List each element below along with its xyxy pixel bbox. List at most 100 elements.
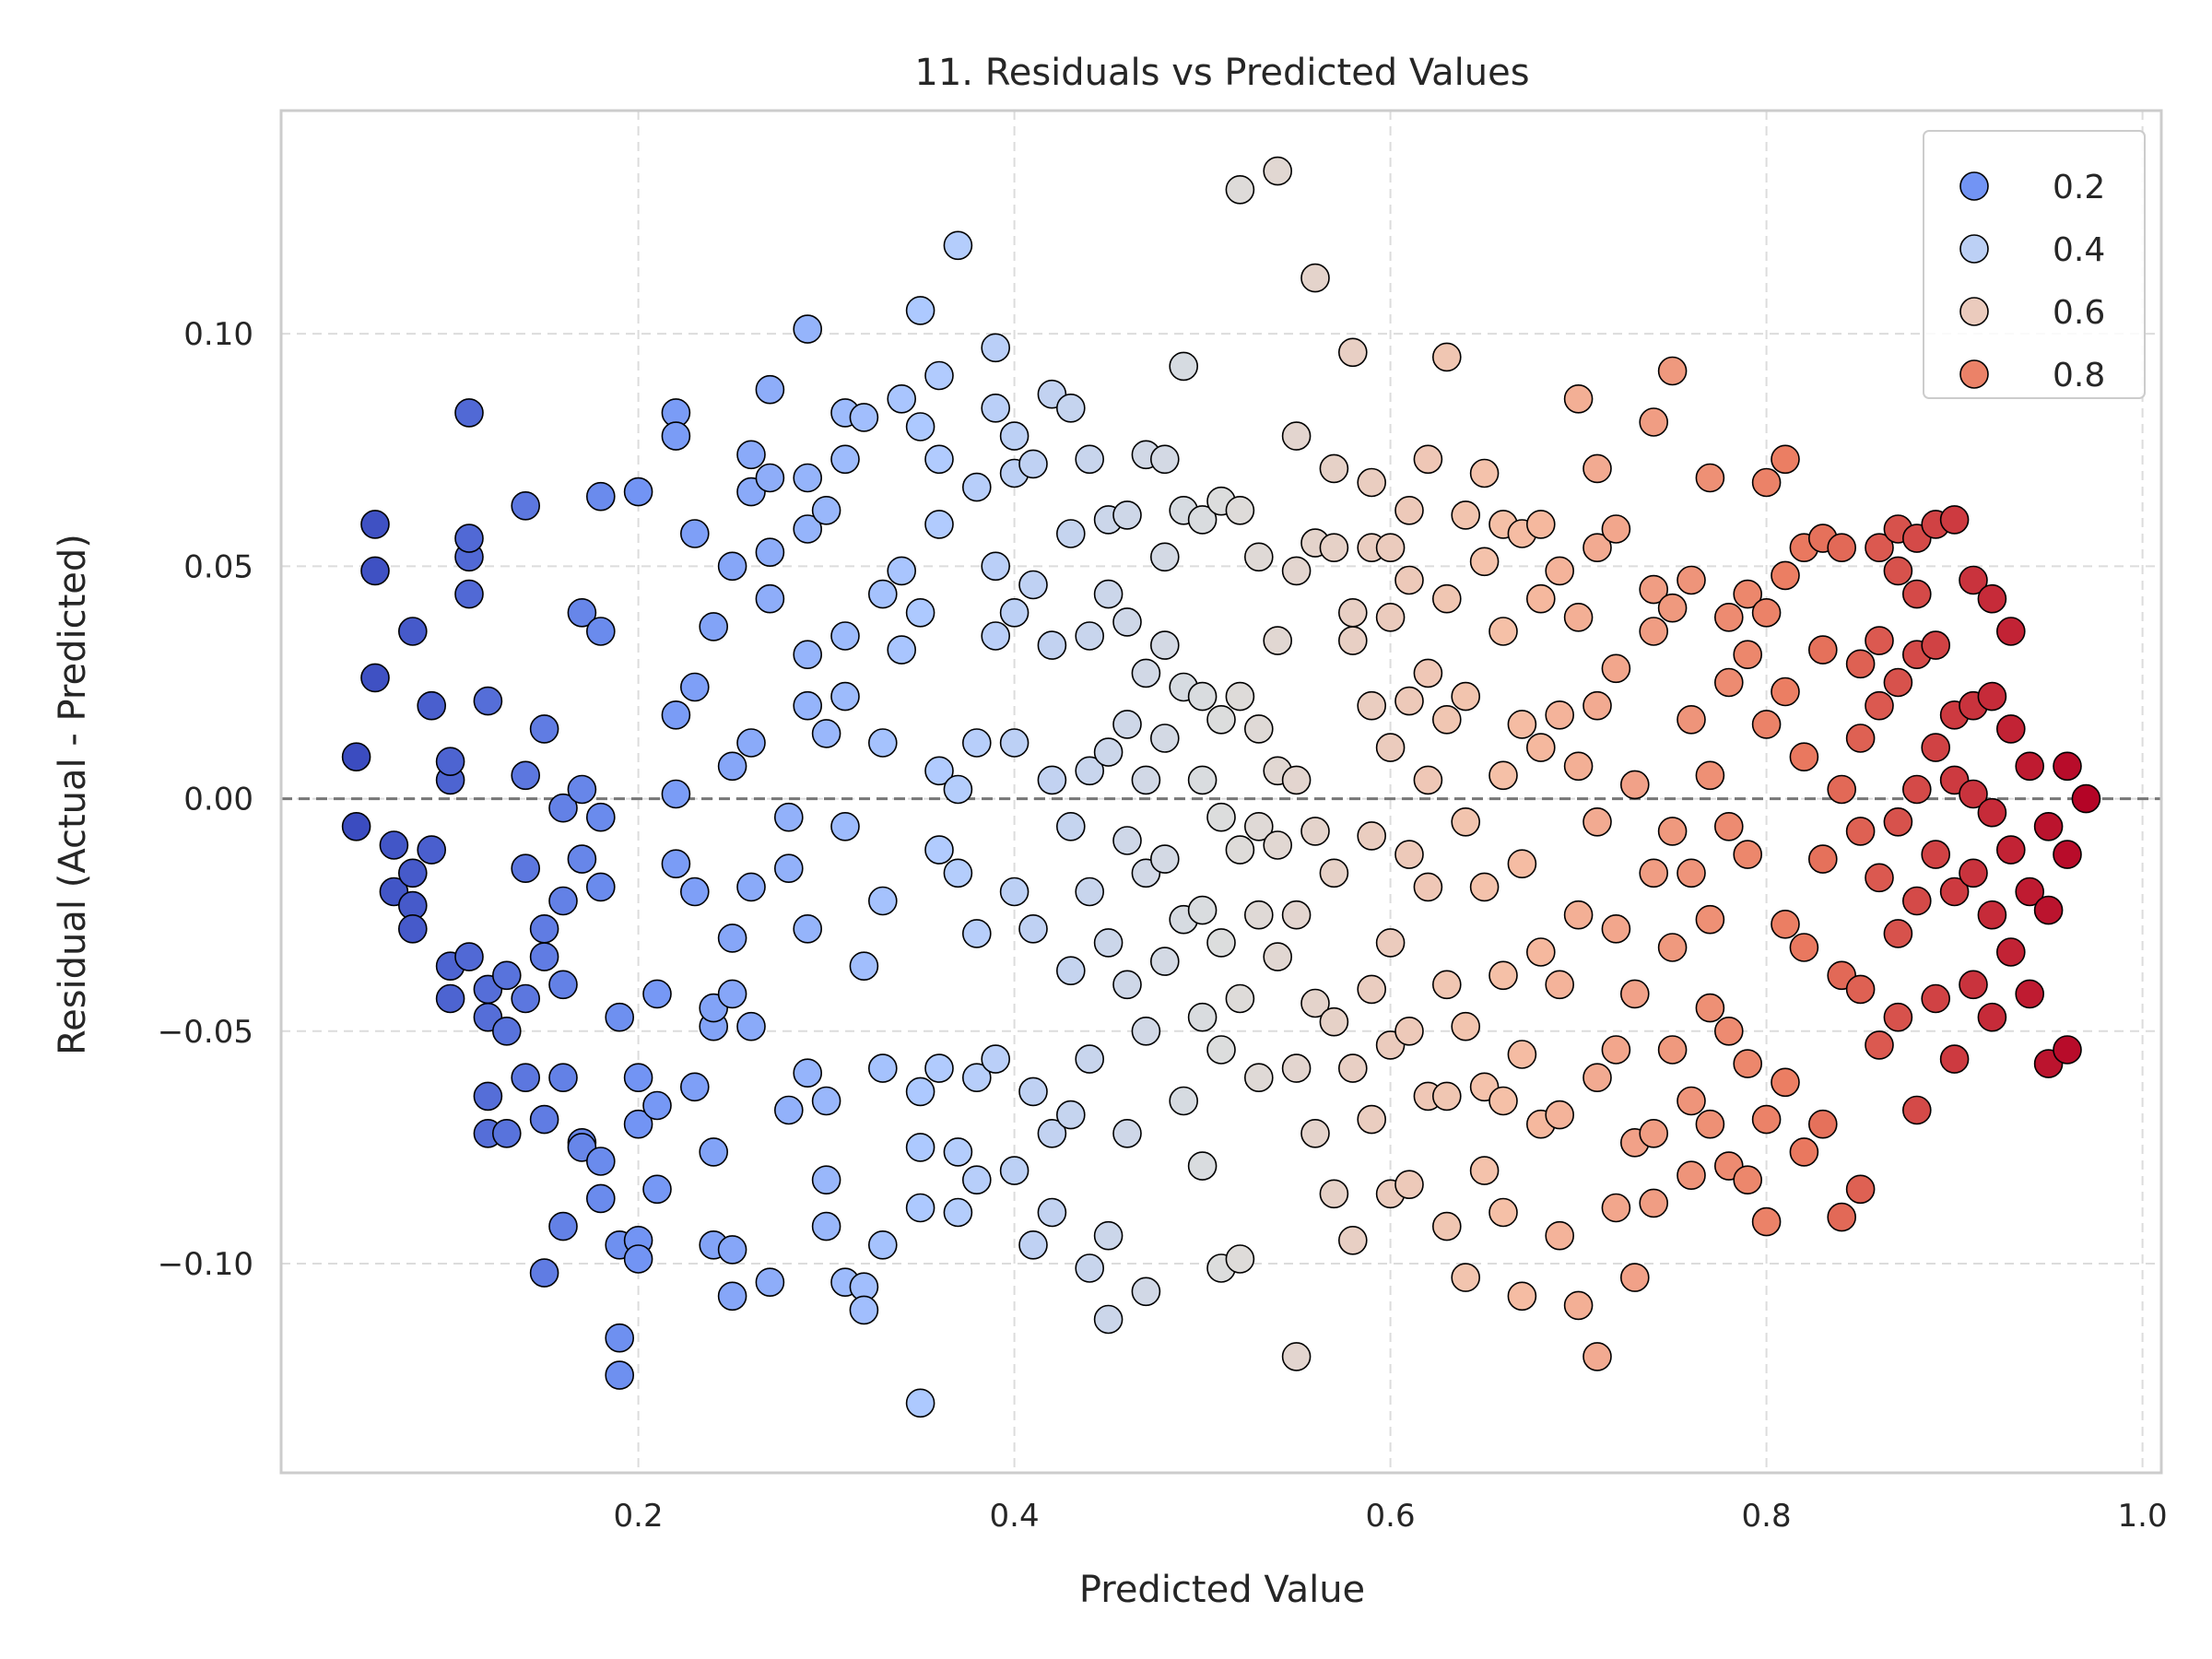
scatter-point (1583, 1063, 1612, 1092)
scatter-point (1695, 1109, 1725, 1139)
legend-label: 0.6 (2053, 294, 2105, 332)
scatter-point (1902, 579, 1932, 609)
scatter-point (1300, 263, 1330, 293)
scatter-point (567, 774, 597, 805)
scatter-point (1657, 1035, 1688, 1065)
scatter-point (417, 835, 447, 865)
scatter-point (491, 1119, 522, 1148)
scatter-point (1451, 1011, 1480, 1041)
scatter-point (1808, 635, 1838, 665)
scatter-point (905, 1193, 935, 1223)
scatter-point (679, 1072, 710, 1102)
scatter-point (887, 383, 917, 414)
scatter-point (1319, 533, 1349, 563)
scatter-point (867, 579, 898, 609)
scatter-point (1093, 579, 1124, 609)
scatter-point (529, 714, 559, 744)
scatter-point (699, 612, 729, 641)
scatter-point (1075, 1044, 1104, 1074)
scatter-point (1827, 1202, 1856, 1232)
scatter-point (1959, 779, 1988, 809)
legend: 0.2 0.4 0.6 0.8 (1923, 130, 2146, 399)
scatter-point (1018, 1077, 1048, 1107)
scatter-point (717, 551, 747, 582)
x-tick-label: 0.8 (1742, 1498, 1792, 1535)
scatter-point (1507, 849, 1537, 879)
scatter-point (623, 1109, 653, 1139)
plot-frame (279, 109, 2163, 1475)
scatter-point (811, 1165, 841, 1194)
scatter-point (1526, 510, 1556, 539)
scatter-point (1150, 844, 1180, 874)
scatter-point (1093, 1220, 1124, 1251)
scatter-point (548, 793, 578, 823)
scatter-point (962, 472, 992, 502)
scatter-point (529, 1258, 559, 1288)
scatter-point (1112, 970, 1142, 1000)
scatter-point (905, 1388, 935, 1418)
scatter-point (1545, 1100, 1574, 1130)
scatter-point (1413, 765, 1443, 795)
scatter-point (1657, 593, 1688, 623)
scatter-point (736, 1011, 766, 1041)
scatter-point (1451, 806, 1480, 837)
scatter-point (773, 1095, 804, 1125)
scatter-point (905, 1077, 935, 1107)
scatter-point (717, 979, 747, 1009)
scatter-point (585, 872, 616, 902)
scatter-point (1093, 1304, 1124, 1335)
scatter-point (511, 983, 541, 1014)
scatter-point (1150, 630, 1180, 660)
scatter-point (454, 579, 484, 609)
scatter-point (1488, 960, 1518, 991)
scatter-point (2015, 979, 2044, 1009)
scatter-point (1714, 1017, 1744, 1046)
scatter-point (511, 490, 541, 521)
scatter-point (1902, 886, 1932, 916)
scatter-point (417, 690, 447, 721)
scatter-point (1112, 826, 1142, 855)
scatter-point (1187, 1002, 1218, 1032)
legend-label: 0.8 (2053, 357, 2105, 394)
scatter-point (1488, 760, 1518, 791)
scatter-point (2015, 751, 2044, 782)
scatter-point (1714, 811, 1744, 841)
scatter-point (811, 495, 841, 525)
scatter-point (1996, 835, 2026, 865)
scatter-point (1075, 877, 1104, 907)
scatter-point (1300, 1119, 1330, 1148)
scatter-point (1601, 514, 1631, 544)
scatter-point (1733, 840, 1762, 869)
scatter-point (793, 314, 823, 344)
scatter-point (867, 1053, 898, 1083)
scatter-point (1319, 453, 1349, 484)
legend-marker (1959, 359, 1989, 389)
x-tick-label: 0.2 (614, 1498, 664, 1535)
scatter-point (1319, 1006, 1349, 1037)
scatter-point (962, 1165, 992, 1194)
scatter-point (1037, 765, 1067, 795)
scatter-point (2033, 895, 2064, 925)
scatter-point (962, 919, 992, 948)
scatter-point (1789, 1137, 1819, 1167)
scatter-point (1883, 556, 1913, 586)
scatter-point (1771, 909, 1800, 939)
scatter-point (1338, 337, 1368, 368)
scatter-point (2015, 877, 2044, 907)
scatter-point (999, 1156, 1030, 1185)
scatter-point (943, 858, 973, 888)
scatter-point (811, 1086, 841, 1116)
scatter-point (435, 747, 465, 777)
scatter-point (1150, 542, 1180, 572)
scatter-point (1695, 993, 1725, 1023)
scatter-point (454, 398, 484, 428)
scatter-point (1075, 444, 1104, 475)
scatter-point (642, 1174, 672, 1205)
scatter-point (2071, 783, 2101, 814)
scatter-point (1733, 640, 1762, 670)
scatter-point (1394, 686, 1424, 716)
scatter-point (793, 913, 823, 944)
scatter-point (887, 635, 917, 665)
scatter-point (1357, 690, 1386, 721)
